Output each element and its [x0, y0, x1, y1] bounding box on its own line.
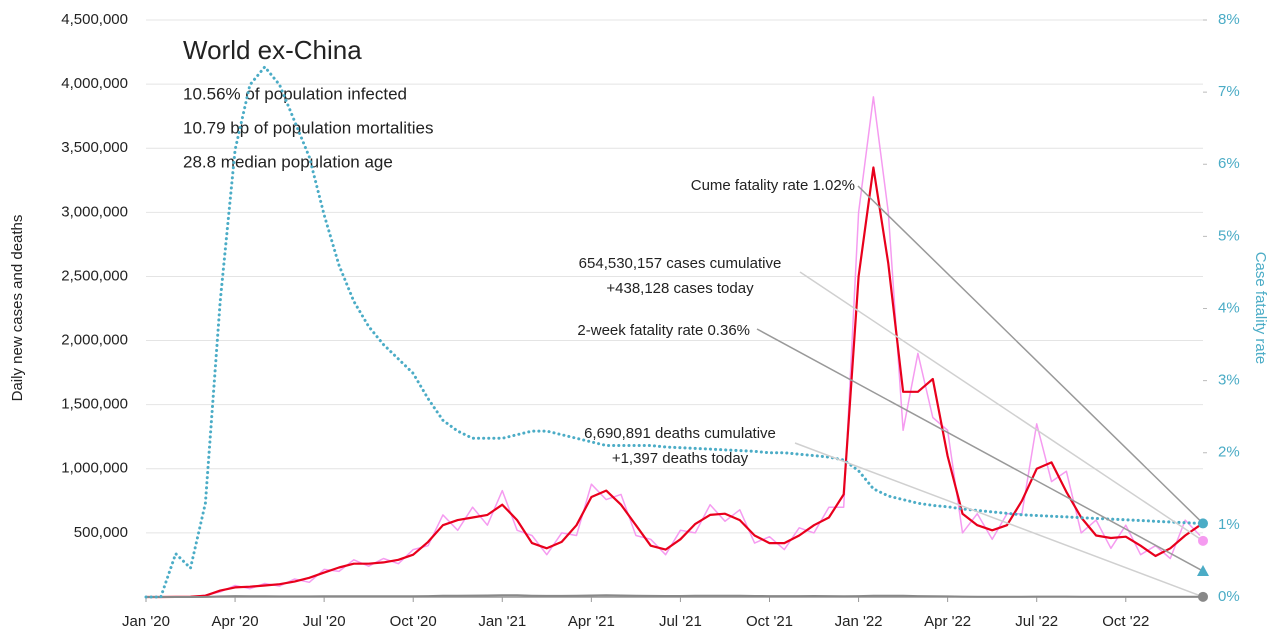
- y2-tick-label: 7%: [1218, 83, 1240, 100]
- leader-line: [794, 442, 1204, 598]
- annotation: 6,690,891 deaths cumulative: [584, 425, 776, 442]
- y-tick-label: 2,000,000: [61, 332, 128, 349]
- end-marker: [1198, 518, 1208, 529]
- annotation: +438,128 cases today: [606, 280, 754, 297]
- y2-tick-label: 4%: [1218, 299, 1240, 316]
- y2-tick-label: 6%: [1218, 155, 1240, 172]
- x-tick-label: Jul '20: [303, 613, 346, 630]
- annotation: Cume fatality rate 1.02%: [691, 177, 855, 194]
- x-tick-label: Apr '22: [924, 613, 971, 630]
- leader-line: [756, 328, 1204, 572]
- series-line: [146, 96, 1201, 598]
- x-tick-label: Jul '22: [1015, 613, 1058, 630]
- annotation: 2-week fatality rate 0.36%: [577, 322, 750, 339]
- y-tick-label: 1,500,000: [61, 396, 128, 413]
- leader-line: [799, 271, 1204, 542]
- x-tick-label: Oct '22: [1102, 613, 1149, 630]
- y2-tick-label: 3%: [1218, 372, 1240, 389]
- y2-axis-label: Case fatality rate: [1252, 252, 1269, 365]
- chart-title: World ex-China: [183, 35, 362, 65]
- x-tick-label: Apr '20: [212, 613, 259, 630]
- x-tick-label: Jan '22: [835, 613, 883, 630]
- leader-line: [857, 185, 1204, 524]
- x-tick-label: Apr '21: [568, 613, 615, 630]
- y-tick-label: 4,500,000: [61, 11, 128, 28]
- x-tick-label: Jan '21: [478, 613, 526, 630]
- y-tick-label: 4,000,000: [61, 75, 128, 92]
- series-line: [144, 65, 1202, 599]
- y2-tick-label: 2%: [1218, 444, 1240, 461]
- x-tick-label: Jan '20: [122, 613, 170, 630]
- y2-tick-label: 0%: [1218, 588, 1240, 605]
- y2-tick-label: 8%: [1218, 11, 1240, 28]
- stat-line: 10.79 bp of population mortalities: [183, 118, 433, 137]
- end-marker: [1197, 565, 1209, 577]
- end-marker: [1198, 591, 1208, 602]
- y-tick-label: 500,000: [74, 524, 128, 541]
- annotation: 654,530,157 cases cumulative: [579, 255, 782, 272]
- annotation: +1,397 deaths today: [612, 450, 749, 467]
- series-line: [146, 594, 1200, 598]
- y-tick-label: 3,500,000: [61, 139, 128, 156]
- y2-tick-label: 5%: [1218, 227, 1240, 244]
- y-axis-label: Daily new cases and deaths: [9, 215, 26, 402]
- y2-tick-label: 1%: [1218, 516, 1240, 533]
- series-line: [146, 166, 1201, 599]
- end-marker: [1198, 535, 1208, 546]
- x-tick-label: Jul '21: [659, 613, 702, 630]
- stat-line: 10.56% of population infected: [183, 84, 407, 103]
- y-tick-label: 3,000,000: [61, 203, 128, 220]
- x-tick-label: Oct '20: [390, 613, 437, 630]
- y-tick-label: 1,000,000: [61, 460, 128, 477]
- y-tick-label: 2,500,000: [61, 267, 128, 284]
- x-tick-label: Oct '21: [746, 613, 793, 630]
- stat-line: 28.8 median population age: [183, 152, 393, 171]
